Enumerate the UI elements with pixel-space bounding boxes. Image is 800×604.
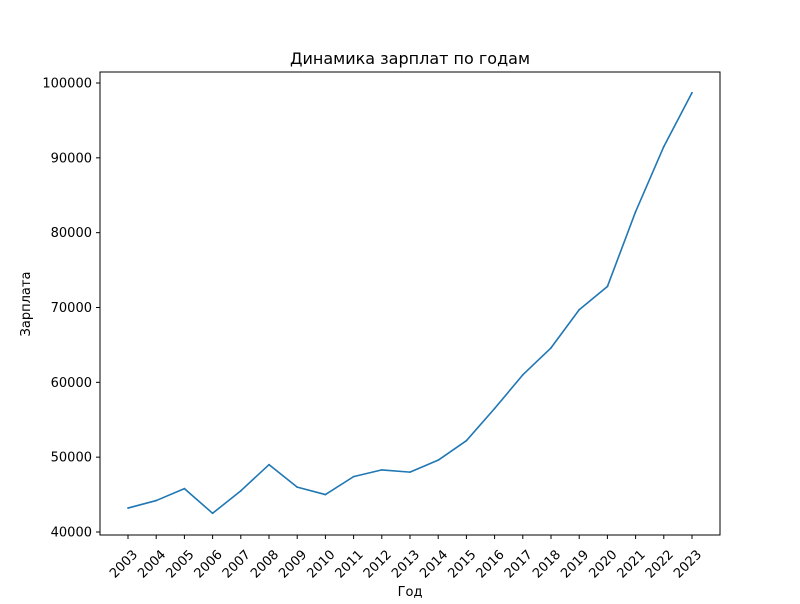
plot-frame — [99, 71, 721, 536]
y-tick-label: 40000 — [51, 526, 92, 541]
y-tick-label: 50000 — [51, 451, 92, 466]
y-tick-label: 90000 — [51, 151, 92, 166]
data-point — [409, 471, 411, 474]
data-point — [127, 507, 129, 509]
x-tick-label: 2018 — [530, 547, 564, 581]
data-point — [465, 439, 468, 442]
x-tick-label: 2020 — [586, 547, 620, 581]
x-tick-label: 2019 — [558, 547, 592, 581]
chart-title: Динамика зарплат по годам — [290, 49, 530, 68]
x-tick-label: 2015 — [445, 547, 479, 581]
data-point — [606, 285, 609, 288]
x-tick-label: 2023 — [671, 547, 705, 581]
x-tick-label: 2013 — [389, 547, 423, 581]
data-point — [324, 493, 327, 496]
data-point — [211, 512, 214, 515]
x-axis-label: Год — [398, 585, 423, 600]
data-point — [691, 91, 693, 94]
y-axis-label: Зарплата — [19, 272, 34, 337]
data-point — [239, 489, 242, 492]
data-point — [155, 499, 158, 502]
data-point — [352, 475, 355, 478]
x-tick-label: 2003 — [107, 547, 141, 581]
data-point — [268, 463, 270, 466]
x-tick-label: 2016 — [474, 547, 508, 581]
x-tick-label: 2008 — [248, 547, 282, 581]
y-tick-label: 60000 — [51, 376, 92, 391]
data-point — [634, 210, 637, 213]
x-tick-label: 2012 — [361, 547, 395, 581]
x-tick-label: 2007 — [220, 547, 254, 581]
ticks-layer: 40000 50000 60000 70000 80000 90000 100000 2003… — [42, 77, 705, 582]
data-point — [437, 459, 440, 462]
x-tick-label: 2009 — [276, 547, 310, 581]
x-tick-label: 2022 — [643, 547, 677, 581]
x-tick-label: 2011 — [333, 547, 367, 581]
data-point — [296, 486, 299, 488]
data-point — [493, 407, 496, 410]
data-point — [380, 468, 383, 471]
data-point — [521, 373, 524, 376]
y-tick-label: 80000 — [51, 226, 92, 241]
x-tick-label: 2005 — [163, 547, 197, 581]
data-point — [578, 308, 581, 311]
lines-layer — [127, 91, 693, 515]
x-tick-label: 2004 — [135, 547, 169, 581]
series-line — [127, 92, 693, 515]
x-tick-label: 2014 — [417, 547, 451, 581]
x-tick-label: 2017 — [502, 547, 536, 581]
x-tick-label: 2006 — [192, 547, 226, 581]
data-point — [662, 145, 665, 148]
x-tick-label: 2010 — [304, 547, 338, 581]
data-point — [550, 347, 552, 349]
y-tick-label: 70000 — [51, 301, 92, 316]
data-point — [183, 487, 186, 490]
y-tick-label: 100000 — [42, 77, 92, 92]
x-tick-label: 2021 — [615, 547, 649, 581]
